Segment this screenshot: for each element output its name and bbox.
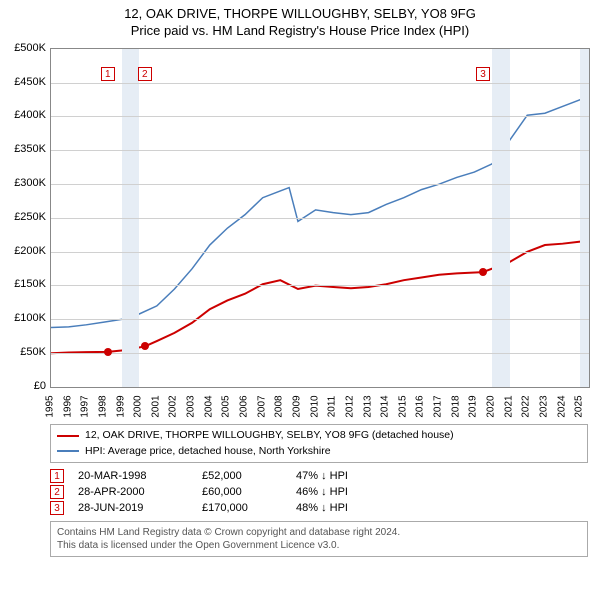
x-axis-label: 2012 — [344, 391, 355, 421]
y-axis-label: £450K — [0, 76, 46, 88]
x-axis-label: 2025 — [574, 391, 585, 421]
gridline — [51, 285, 589, 286]
footer-line-1: Contains HM Land Registry data © Crown c… — [57, 526, 581, 539]
title-line-1: 12, OAK DRIVE, THORPE WILLOUGHBY, SELBY,… — [0, 6, 600, 23]
x-axis-label: 2024 — [556, 391, 567, 421]
y-axis-label: £0 — [0, 380, 46, 392]
chart-title: 12, OAK DRIVE, THORPE WILLOUGHBY, SELBY,… — [0, 0, 600, 40]
chart-wrap: 1 2 3 £0 £50K £100K £150K £200K £250K £300K £350K… — [0, 40, 600, 420]
x-axis-label: 2020 — [485, 391, 496, 421]
event-price: £170,000 — [202, 502, 282, 514]
y-axis-label: £200K — [0, 245, 46, 257]
x-axis-label: 1997 — [80, 391, 91, 421]
gridline — [51, 150, 589, 151]
legend: 12, OAK DRIVE, THORPE WILLOUGHBY, SELBY,… — [50, 424, 588, 464]
x-axis-label: 2022 — [521, 391, 532, 421]
y-axis-label: £400K — [0, 109, 46, 121]
y-axis-label: £100K — [0, 312, 46, 324]
marker-flag: 1 — [101, 67, 115, 81]
x-axis-label: 2001 — [150, 391, 161, 421]
gridline — [51, 218, 589, 219]
x-axis-label: 1999 — [115, 391, 126, 421]
x-axis-label: 2010 — [309, 391, 320, 421]
x-axis-label: 2003 — [186, 391, 197, 421]
event-hpi: 46% ↓ HPI — [296, 486, 348, 498]
legend-swatch — [57, 450, 79, 452]
x-axis-label: 2016 — [415, 391, 426, 421]
x-axis-label: 2008 — [274, 391, 285, 421]
y-axis-label: £150K — [0, 278, 46, 290]
chart-container: 12, OAK DRIVE, THORPE WILLOUGHBY, SELBY,… — [0, 0, 600, 590]
event-index: 1 — [50, 469, 64, 483]
gridline — [51, 252, 589, 253]
event-row: 1 20-MAR-1998 £52,000 47% ↓ HPI — [50, 469, 588, 483]
event-row: 3 28-JUN-2019 £170,000 48% ↓ HPI — [50, 501, 588, 515]
x-axis-label: 2009 — [291, 391, 302, 421]
x-axis-label: 2019 — [468, 391, 479, 421]
events-table: 1 20-MAR-1998 £52,000 47% ↓ HPI 2 28-APR-2000… — [50, 469, 588, 515]
x-axis-label: 1996 — [62, 391, 73, 421]
event-hpi: 47% ↓ HPI — [296, 470, 348, 482]
event-date: 28-JUN-2019 — [78, 502, 188, 514]
event-price: £52,000 — [202, 470, 282, 482]
event-hpi: 48% ↓ HPI — [296, 502, 348, 514]
legend-label: 12, OAK DRIVE, THORPE WILLOUGHBY, SELBY,… — [85, 428, 454, 444]
x-axis-label: 1998 — [97, 391, 108, 421]
event-row: 2 28-APR-2000 £60,000 46% ↓ HPI — [50, 485, 588, 499]
x-axis-label: 2023 — [538, 391, 549, 421]
legend-swatch — [57, 435, 79, 437]
marker-flag: 2 — [138, 67, 152, 81]
gridline — [51, 83, 589, 84]
x-axis-label: 2013 — [362, 391, 373, 421]
gridline — [51, 116, 589, 117]
x-axis-label: 2005 — [221, 391, 232, 421]
marker-dot — [141, 342, 149, 350]
x-axis-label: 2014 — [380, 391, 391, 421]
footer-line-2: This data is licensed under the Open Gov… — [57, 539, 581, 552]
x-axis-label: 2002 — [168, 391, 179, 421]
y-axis-label: £50K — [0, 346, 46, 358]
x-axis-label: 2004 — [203, 391, 214, 421]
y-axis-label: £250K — [0, 211, 46, 223]
footer-attribution: Contains HM Land Registry data © Crown c… — [50, 521, 588, 557]
x-axis-label: 2006 — [239, 391, 250, 421]
x-axis-label: 1995 — [45, 391, 56, 421]
x-axis-label: 2000 — [133, 391, 144, 421]
y-axis-label: £500K — [0, 42, 46, 54]
x-axis-label: 2021 — [503, 391, 514, 421]
x-axis-label: 2017 — [433, 391, 444, 421]
gridline — [51, 184, 589, 185]
x-axis-label: 2018 — [450, 391, 461, 421]
legend-row: HPI: Average price, detached house, Nort… — [57, 444, 581, 460]
gridline — [51, 319, 589, 320]
x-axis-label: 2007 — [256, 391, 267, 421]
y-axis-label: £300K — [0, 177, 46, 189]
event-date: 28-APR-2000 — [78, 486, 188, 498]
marker-dot — [104, 348, 112, 356]
x-axis-label: 2015 — [397, 391, 408, 421]
marker-dot — [479, 268, 487, 276]
event-index: 3 — [50, 501, 64, 515]
gridline — [51, 353, 589, 354]
x-axis-label: 2011 — [327, 391, 338, 421]
event-index: 2 — [50, 485, 64, 499]
y-axis-label: £350K — [0, 143, 46, 155]
event-price: £60,000 — [202, 486, 282, 498]
marker-flag: 3 — [476, 67, 490, 81]
plot-area: 1 2 3 — [50, 48, 590, 388]
title-line-2: Price paid vs. HM Land Registry's House … — [0, 23, 600, 40]
event-date: 20-MAR-1998 — [78, 470, 188, 482]
legend-label: HPI: Average price, detached house, Nort… — [85, 444, 331, 460]
legend-row: 12, OAK DRIVE, THORPE WILLOUGHBY, SELBY,… — [57, 428, 581, 444]
